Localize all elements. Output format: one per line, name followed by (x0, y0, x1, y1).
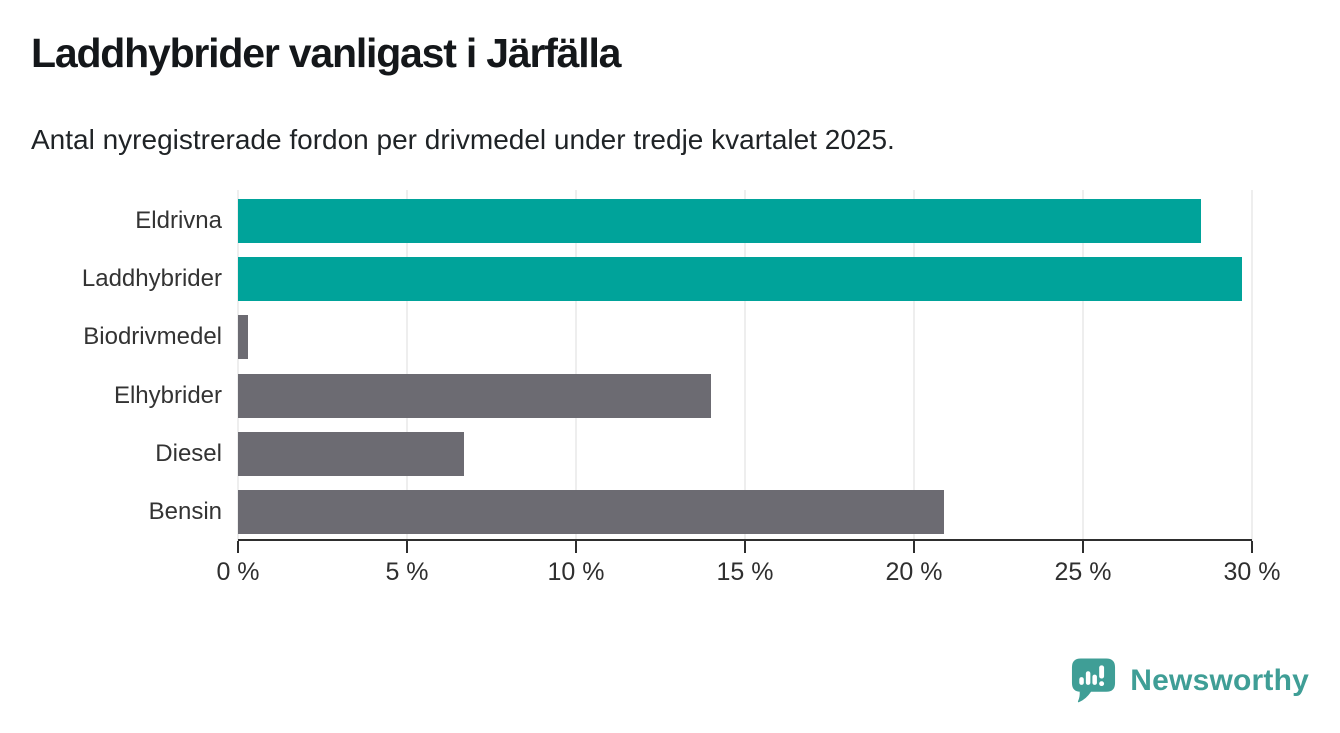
chart-row: Biodrivmedel (83, 308, 1252, 366)
chart-row: Laddhybrider (82, 250, 1252, 308)
gridline (237, 190, 239, 541)
chart-subtitle: Antal nyregistrerade fordon per drivmede… (31, 124, 895, 155)
chart-row: Diesel (155, 425, 1252, 483)
gridline (913, 190, 915, 541)
gridline (575, 190, 577, 541)
plot-area: Eldrivna Laddhybrider Biodrivmedel Elhyb… (82, 190, 1280, 586)
axis-tick-label: 30 % (1223, 558, 1281, 586)
brand-lockup: Newsworthy (1070, 656, 1309, 705)
axis-tick (406, 541, 408, 553)
axis-tick-label: 15 % (716, 558, 774, 586)
category-label: Diesel (155, 439, 222, 467)
axis-tick-label: 0 % (216, 558, 260, 586)
chart-title: Laddhybrider vanligast i Järfälla (31, 30, 621, 76)
chart-row: Eldrivna (135, 192, 1252, 250)
category-label: Biodrivmedel (83, 323, 222, 351)
bar (238, 373, 712, 418)
newsworthy-logo-icon (1072, 658, 1116, 703)
axis-tick-label: 5 % (385, 558, 429, 586)
brand-wordmark: Newsworthy (1130, 663, 1309, 697)
axis-tick (1251, 541, 1253, 553)
bar (238, 199, 1202, 244)
axis-tick (744, 541, 746, 553)
gridline (744, 190, 746, 541)
bar (238, 315, 249, 360)
gridline (406, 190, 408, 541)
axis-tick-label: 20 % (885, 558, 943, 586)
chart-row: Elhybrider (114, 367, 1252, 425)
axis-tick-label: 10 % (547, 558, 605, 586)
axis-tick (575, 541, 577, 553)
category-label: Bensin (148, 497, 222, 525)
gridline (1082, 190, 1084, 541)
gridline (1251, 190, 1253, 541)
bar (238, 257, 1242, 302)
axis-tick (913, 541, 915, 553)
axis-tick-label: 25 % (1054, 558, 1112, 586)
bar (238, 489, 945, 534)
bar (238, 431, 465, 476)
category-label: Eldrivna (135, 207, 222, 235)
category-label: Elhybrider (113, 381, 222, 409)
axis-tick (1082, 541, 1084, 553)
x-axis-line (238, 539, 1252, 541)
category-label: Laddhybrider (81, 265, 222, 293)
chart-row: Bensin (149, 483, 1252, 541)
axis-tick (237, 541, 239, 553)
bars-layer: Eldrivna Laddhybrider Biodrivmedel Elhyb… (82, 192, 1252, 541)
